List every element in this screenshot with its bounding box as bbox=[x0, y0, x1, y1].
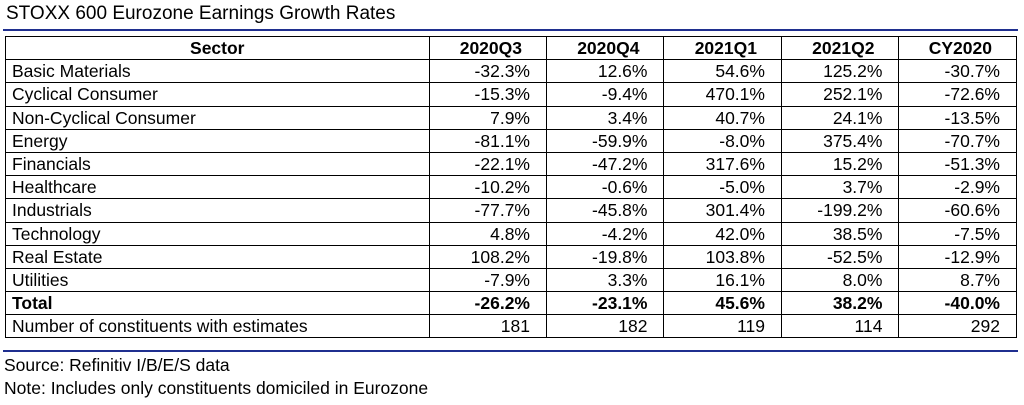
scope-note: Note: Includes only constituents domicil… bbox=[4, 378, 429, 398]
row-label: Total bbox=[5, 291, 430, 316]
row-value: -199.2% bbox=[780, 198, 900, 223]
table-row: Non-Cyclical Consumer 7.9% 3.4% 40.7% 24.1% -… bbox=[5, 105, 1017, 130]
header-row: Sector 2020Q3 2020Q4 2021Q1 2021Q2 CY202… bbox=[5, 35, 1017, 61]
row-value: -10.2% bbox=[428, 175, 548, 200]
row-value: -2.9% bbox=[898, 175, 1017, 200]
table-row: Real Estate 108.2% -19.8% 103.8% -52.5% -12.9… bbox=[5, 244, 1017, 269]
header-cy2020: CY2020 bbox=[898, 35, 1017, 61]
row-value: 252.1% bbox=[780, 82, 900, 107]
row-label: Technology bbox=[5, 221, 430, 246]
row-label: Non-Cyclical Consumer bbox=[5, 105, 430, 130]
row-value: 292 bbox=[898, 314, 1017, 339]
row-value: -59.9% bbox=[545, 128, 665, 153]
row-value: -4.2% bbox=[545, 221, 665, 246]
row-value: -7.9% bbox=[428, 267, 548, 293]
table-row: Basic Materials -32.3% 12.6% 54.6% 125.2% -30… bbox=[5, 59, 1017, 84]
table-row: Financials -22.1% -47.2% 317.6% 15.2% -51.3% bbox=[5, 151, 1017, 177]
table-row: Healthcare -10.2% -0.6% -5.0% 3.7% -2.9% bbox=[5, 175, 1017, 200]
row-value: 182 bbox=[545, 314, 665, 339]
table-row: Number of constituents with estimates 181… bbox=[5, 314, 1017, 339]
row-value: 15.2% bbox=[780, 151, 900, 177]
row-value: -19.8% bbox=[545, 244, 665, 269]
row-value: 42.0% bbox=[663, 221, 782, 246]
row-label: Utilities bbox=[5, 267, 430, 293]
table-row: Utilities -7.9% 3.3% 16.1% 8.0% 8.7% bbox=[5, 267, 1017, 293]
row-value: -45.8% bbox=[545, 198, 665, 223]
row-value: -60.6% bbox=[898, 198, 1017, 223]
row-value: -81.1% bbox=[428, 128, 548, 153]
row-value: -47.2% bbox=[545, 151, 665, 177]
table-row: Cyclical Consumer -15.3% -9.4% 470.1% 252.1%… bbox=[5, 82, 1017, 107]
row-value: -23.1% bbox=[545, 291, 665, 316]
header-2020q4: 2020Q4 bbox=[545, 35, 665, 61]
row-label: Number of constituents with estimates bbox=[5, 314, 430, 339]
row-value: -32.3% bbox=[428, 59, 548, 84]
row-value: -51.3% bbox=[898, 151, 1017, 177]
row-value: 24.1% bbox=[780, 105, 900, 130]
row-value: -70.7% bbox=[898, 128, 1017, 153]
row-label: Real Estate bbox=[5, 244, 430, 269]
row-value: -5.0% bbox=[663, 175, 782, 200]
header-2021q1: 2021Q1 bbox=[663, 35, 782, 61]
earnings-growth-table: Sector 2020Q3 2020Q4 2021Q1 2021Q2 CY202… bbox=[5, 35, 1017, 339]
row-label: Cyclical Consumer bbox=[5, 82, 430, 107]
row-value: 40.7% bbox=[663, 105, 782, 130]
row-label: Industrials bbox=[5, 198, 430, 223]
row-value: -13.5% bbox=[898, 105, 1017, 130]
row-label: Healthcare bbox=[5, 175, 430, 200]
table-row: Technology 4.8% -4.2% 42.0% 38.5% -7.5% bbox=[5, 221, 1017, 246]
source-note: Source: Refinitiv I/B/E/S data bbox=[4, 355, 230, 375]
table-title: STOXX 600 Eurozone Earnings Growth Rates bbox=[6, 3, 396, 24]
row-value: -52.5% bbox=[780, 244, 900, 269]
row-value: 45.6% bbox=[663, 291, 782, 316]
header-sector: Sector bbox=[5, 35, 430, 61]
row-value: -72.6% bbox=[898, 82, 1017, 107]
title-rule bbox=[3, 29, 1018, 31]
row-value: 119 bbox=[663, 314, 782, 339]
row-value: -77.7% bbox=[428, 198, 548, 223]
footer-rule bbox=[3, 350, 1018, 352]
row-value: 7.9% bbox=[428, 105, 548, 130]
row-value: 38.5% bbox=[780, 221, 900, 246]
row-value: -22.1% bbox=[428, 151, 548, 177]
row-value: 301.4% bbox=[663, 198, 782, 223]
row-value: 54.6% bbox=[663, 59, 782, 84]
row-value: 8.0% bbox=[780, 267, 900, 293]
table-row: Industrials -77.7% -45.8% 301.4% -199.2% -60.… bbox=[5, 198, 1017, 223]
row-value: 16.1% bbox=[663, 267, 782, 293]
row-value: 3.7% bbox=[780, 175, 900, 200]
row-label: Basic Materials bbox=[5, 59, 430, 84]
row-value: 38.2% bbox=[780, 291, 900, 316]
row-value: -15.3% bbox=[428, 82, 548, 107]
row-value: -26.2% bbox=[428, 291, 548, 316]
row-value: 3.3% bbox=[545, 267, 665, 293]
row-value: 114 bbox=[780, 314, 900, 339]
row-value: -12.9% bbox=[898, 244, 1017, 269]
row-value: -40.0% bbox=[898, 291, 1017, 316]
row-value: -9.4% bbox=[545, 82, 665, 107]
row-value: 103.8% bbox=[663, 244, 782, 269]
row-value: 12.6% bbox=[545, 59, 665, 84]
row-label: Energy bbox=[5, 128, 430, 153]
row-label: Financials bbox=[5, 151, 430, 177]
row-value: 317.6% bbox=[663, 151, 782, 177]
row-value: -7.5% bbox=[898, 221, 1017, 246]
row-value: 470.1% bbox=[663, 82, 782, 107]
row-value: 8.7% bbox=[898, 267, 1017, 293]
row-value: 125.2% bbox=[780, 59, 900, 84]
row-value: 4.8% bbox=[428, 221, 548, 246]
header-2021q2: 2021Q2 bbox=[780, 35, 900, 61]
row-value: 181 bbox=[428, 314, 548, 339]
row-value: 108.2% bbox=[428, 244, 548, 269]
row-value: 3.4% bbox=[545, 105, 665, 130]
row-value: 375.4% bbox=[780, 128, 900, 153]
row-value: -0.6% bbox=[545, 175, 665, 200]
table-row: Energy -81.1% -59.9% -8.0% 375.4% -70.7% bbox=[5, 128, 1017, 153]
total-row: Total -26.2% -23.1% 45.6% 38.2% -40.0% bbox=[5, 291, 1017, 316]
row-value: -30.7% bbox=[898, 59, 1017, 84]
row-value: -8.0% bbox=[663, 128, 782, 153]
header-2020q3: 2020Q3 bbox=[428, 35, 548, 61]
